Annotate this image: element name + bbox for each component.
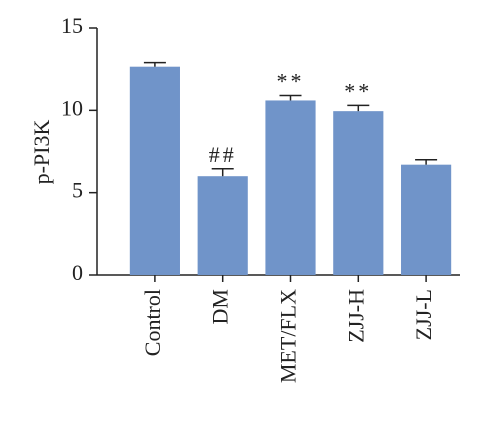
x-tick-label: ZJJ-L — [411, 289, 436, 340]
y-axis-label: p-PI3K — [29, 120, 54, 185]
x-tick-label: DM — [208, 289, 233, 324]
bar — [401, 164, 452, 275]
x-tick-label: ZJJ-H — [343, 289, 368, 343]
y-tick-label: 10 — [61, 95, 83, 120]
bar — [129, 66, 180, 276]
x-tick-label: Control — [140, 289, 165, 356]
annotation: ** — [344, 78, 372, 103]
bar — [333, 111, 384, 275]
y-tick-label: 5 — [72, 178, 83, 203]
y-tick-label: 0 — [72, 260, 83, 285]
annotation: ## — [209, 142, 237, 167]
annotation: ** — [277, 69, 305, 94]
bar — [197, 176, 248, 275]
x-tick-label: MET/FLX — [276, 289, 301, 383]
bar — [265, 100, 316, 275]
y-tick-label: 15 — [61, 13, 83, 38]
